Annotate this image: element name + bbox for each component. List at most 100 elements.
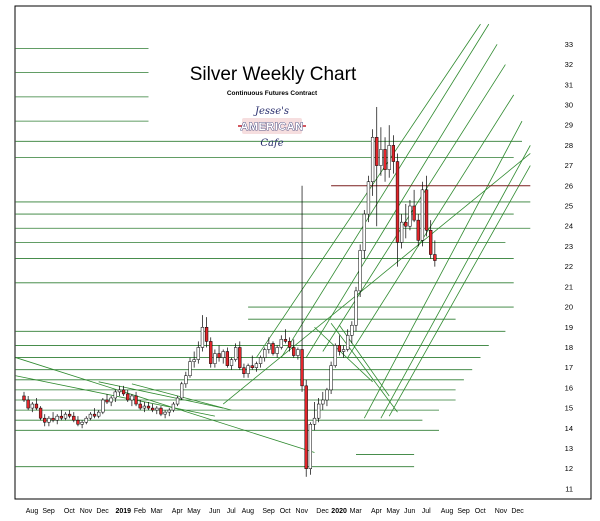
candle-body-38: [180, 383, 184, 399]
candle-34: [163, 410, 167, 419]
candle-67: [300, 185, 304, 392]
x-tick-24: Sep: [457, 508, 470, 515]
x-tick-27: Dec: [511, 508, 524, 515]
candle-72: [321, 391, 325, 411]
candle-body-96: [420, 189, 425, 241]
candle-body-91: [400, 221, 404, 243]
candle-94: [412, 189, 416, 223]
candle-body-31: [151, 407, 155, 411]
x-axis-ticks: Aug Sep Oct Nov Dec 2019 Feb Mar Apr May Jun Jul Aug…: [26, 508, 525, 515]
x-tick-10: Jun: [209, 508, 220, 515]
candle-75: [333, 343, 337, 368]
candle-body-11: [68, 413, 72, 417]
candle-body-16: [88, 413, 93, 419]
candle-body-45: [209, 341, 213, 364]
candle-body-44: [204, 327, 209, 342]
candle-5: [43, 414, 47, 427]
candle-body-34: [163, 411, 167, 415]
candle-body-92: [404, 221, 408, 227]
candle-body-97: [424, 189, 429, 231]
y-tick-16: 16: [565, 383, 573, 392]
candle-95: [416, 214, 420, 247]
candle-body-71: [317, 403, 321, 419]
candle-body-48: [221, 351, 225, 358]
candle-body-69: [308, 424, 313, 469]
candle-body-29: [142, 405, 146, 409]
candle-body-72: [321, 399, 325, 405]
y-tick-22: 22: [565, 262, 573, 271]
candle-body-66: [296, 349, 300, 356]
x-tick-1: Sep: [42, 508, 55, 515]
candle-26: [130, 393, 134, 407]
candle-body-14: [80, 421, 84, 425]
candle-80: [354, 286, 358, 332]
candle-20: [105, 393, 109, 405]
candle-body-42: [196, 347, 200, 360]
candle-86: [379, 127, 383, 176]
candle-body-64: [287, 341, 292, 348]
candle-body-35: [167, 409, 171, 413]
candle-body-30: [146, 405, 151, 409]
logo: Jesse's AMERICAN Cafe: [238, 106, 306, 149]
y-tick-33: 33: [565, 40, 573, 49]
candle-body-85: [375, 137, 379, 166]
candle-body-58: [263, 349, 267, 358]
candle-body-23: [117, 389, 122, 393]
candle-22: [113, 389, 117, 403]
candle-13: [76, 416, 80, 427]
candle-53: [242, 363, 246, 378]
candle-body-74: [329, 365, 333, 391]
x-tick-15: Nov: [296, 508, 309, 515]
x-tick-20: May: [386, 508, 400, 515]
candle-6: [47, 416, 51, 427]
candle-14: [80, 420, 84, 429]
candle-body-24: [121, 389, 126, 395]
x-tick-22: Jul: [422, 508, 431, 515]
candle-49: [225, 347, 229, 368]
chart-subtitle: Continuous Futures Contract: [227, 90, 318, 97]
candle-body-40: [188, 361, 192, 376]
candle-body-87: [383, 149, 387, 170]
candle-body-99: [433, 254, 437, 261]
y-tick-14: 14: [565, 424, 573, 433]
candle-body-10: [63, 413, 68, 419]
x-tick-26: Nov: [495, 508, 508, 515]
candle-body-70: [312, 417, 317, 425]
candle-body-32: [155, 407, 159, 411]
candle-body-13: [76, 419, 80, 425]
y-tick-21: 21: [565, 282, 573, 291]
candle-93: [408, 199, 412, 231]
candle-21: [109, 395, 113, 407]
candle-92: [404, 203, 408, 239]
candle-body-81: [358, 250, 362, 292]
candle-body-93: [408, 205, 412, 227]
candle-84: [370, 129, 375, 196]
candle-89: [391, 135, 396, 174]
candle-51: [234, 343, 238, 362]
candle-66: [296, 347, 300, 360]
candle-25: [126, 389, 130, 403]
candle-body-55: [250, 365, 254, 368]
candle-40: [188, 357, 192, 378]
candle-body-78: [346, 335, 350, 350]
candle-58: [263, 347, 267, 362]
candle-42: [196, 341, 200, 364]
candle-65: [292, 339, 296, 358]
candle-90: [395, 153, 400, 267]
y-tick-28: 28: [565, 141, 573, 150]
candle-body-84: [370, 137, 375, 183]
candle-body-65: [292, 347, 296, 356]
y-tick-13: 13: [565, 444, 573, 453]
candle-body-20: [105, 399, 109, 403]
candle-91: [400, 214, 404, 249]
candle-body-68: [304, 385, 308, 469]
x-tick-6: Feb: [134, 508, 146, 515]
candle-body-15: [84, 417, 88, 423]
candle-body-17: [92, 413, 97, 417]
candle-body-56: [254, 363, 259, 368]
x-tick-3: Nov: [80, 508, 93, 515]
candle-98: [429, 220, 433, 259]
candle-46: [213, 349, 217, 368]
candle-47: [217, 345, 221, 362]
candle-body-2: [30, 403, 34, 409]
